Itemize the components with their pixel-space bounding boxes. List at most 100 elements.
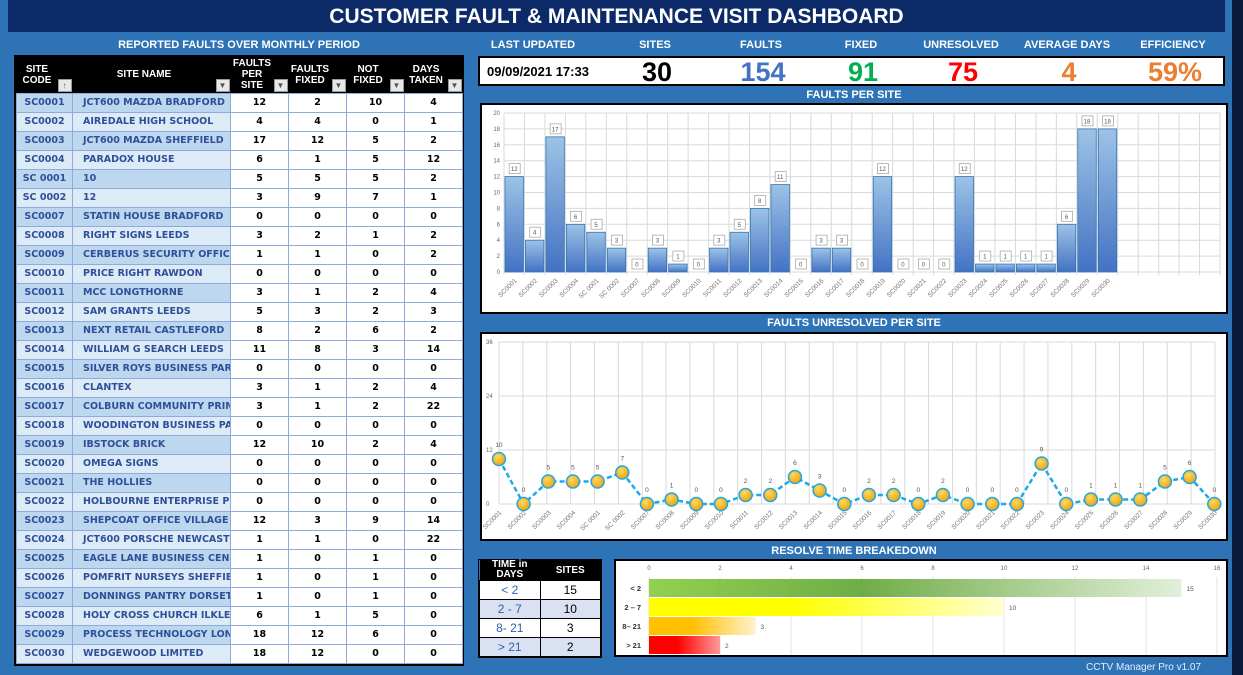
bar[interactable]	[1036, 263, 1056, 273]
bar[interactable]	[649, 617, 756, 635]
data-point[interactable]	[837, 496, 852, 512]
data-point[interactable]	[935, 487, 951, 503]
data-point[interactable]	[985, 496, 1000, 512]
not-fixed[interactable]: 1	[346, 548, 405, 569]
site-name[interactable]: NEXT RETAIL CASTLEFORD	[72, 320, 231, 341]
site-name[interactable]: AIREDALE HIGH SCHOOL	[72, 111, 231, 132]
table-row[interactable]: SC0011 MCC LONGTHORNE 3 1 2 4	[16, 282, 463, 303]
not-fixed[interactable]: 2	[346, 377, 405, 398]
column-header-3[interactable]: FAULTS FIXED ▼	[288, 57, 347, 93]
table-row[interactable]: SC0004 PARADOX HOUSE 6 1 5 12	[16, 149, 463, 170]
faults-fixed[interactable]: 1	[288, 396, 347, 417]
table-row[interactable]: SC0028 HOLY CROSS CHURCH ILKLE 6 1 5 0	[16, 605, 463, 626]
data-point[interactable]	[541, 474, 556, 489]
table-row[interactable]: SC 0002 12 3 9 7 1	[16, 187, 463, 208]
faults-per-site[interactable]: 1	[230, 529, 289, 550]
faults-fixed[interactable]: 1	[288, 149, 347, 170]
not-fixed[interactable]: 1	[346, 225, 405, 246]
faults-fixed[interactable]: 0	[288, 567, 347, 588]
days-taken[interactable]: 12	[404, 149, 463, 170]
days-taken[interactable]: 0	[404, 263, 463, 284]
site-code[interactable]: SC0003	[16, 130, 73, 151]
data-point[interactable]	[911, 496, 926, 512]
not-fixed[interactable]: 0	[346, 206, 405, 227]
site-code[interactable]: SC0025	[16, 548, 73, 569]
faults-per-site[interactable]: 3	[230, 225, 289, 246]
bar[interactable]	[606, 247, 627, 273]
not-fixed[interactable]: 5	[346, 149, 405, 170]
days-taken[interactable]: 0	[404, 605, 463, 626]
site-name[interactable]: DONNINGS PANTRY DORSET	[72, 586, 231, 607]
table-row[interactable]: SC0023 SHEPCOAT OFFICE VILLAGE 12 3 9 14	[16, 510, 463, 531]
site-name[interactable]: 12	[72, 187, 231, 208]
data-point[interactable]	[787, 469, 803, 485]
data-point[interactable]	[1059, 496, 1074, 512]
bar[interactable]	[709, 247, 729, 273]
filter-dropdown-icon[interactable]: ↑	[57, 78, 72, 92]
site-name[interactable]: JCT600 MAZDA SHEFFIELD	[72, 130, 231, 151]
bar[interactable]	[995, 263, 1015, 273]
column-header-4[interactable]: NOT FIXED ▼	[346, 57, 405, 93]
bar[interactable]	[649, 579, 1182, 597]
bar[interactable]	[750, 208, 770, 273]
table-row[interactable]: SC0018 WOODINGTON BUSINESS PA 0 0 0 0	[16, 415, 463, 436]
data-point[interactable]	[615, 465, 630, 480]
faults-fixed[interactable]: 9	[288, 187, 347, 208]
table-row[interactable]: SC0014 WILLIAM G SEARCH LEEDS 11 8 3 14	[16, 339, 463, 360]
bar[interactable]	[565, 223, 586, 273]
not-fixed[interactable]: 0	[346, 263, 405, 284]
table-row[interactable]: SC0003 JCT600 MAZDA SHEFFIELD 17 12 5 2	[16, 130, 463, 151]
table-row[interactable]: SC0016 CLANTEX 3 1 2 4	[16, 377, 463, 398]
site-code[interactable]: SC 0001	[16, 168, 73, 189]
table-row[interactable]: SC0010 PRICE RIGHT RAWDON 0 0 0 0	[16, 263, 463, 284]
days-taken[interactable]: 2	[404, 244, 463, 265]
table-row[interactable]: SC0030 WEDGEWOOD LIMITED 18 12 0 0	[16, 643, 463, 664]
filter-dropdown-icon[interactable]: ▼	[389, 78, 404, 92]
faults-per-site[interactable]: 1	[230, 244, 289, 265]
faults-fixed[interactable]: 2	[288, 225, 347, 246]
not-fixed[interactable]: 7	[346, 187, 405, 208]
site-code[interactable]: SC0018	[16, 415, 73, 436]
site-name[interactable]: THE HOLLIES	[72, 472, 231, 493]
site-code[interactable]: SC0009	[16, 244, 73, 265]
site-code[interactable]: SC0016	[16, 377, 73, 398]
days-taken[interactable]: 4	[404, 92, 463, 113]
site-name[interactable]: WILLIAM G SEARCH LEEDS	[72, 339, 231, 360]
site-code[interactable]: SC0011	[16, 282, 73, 303]
faults-fixed[interactable]: 12	[288, 130, 347, 151]
faults-fixed[interactable]: 0	[288, 491, 347, 512]
days-taken[interactable]: 2	[404, 168, 463, 189]
days-taken[interactable]: 1	[404, 187, 463, 208]
site-code[interactable]: SC0028	[16, 605, 73, 626]
table-row[interactable]: SC0015 SILVER ROYS BUSINESS PAR 0 0 0 0	[16, 358, 463, 379]
bar[interactable]	[831, 247, 852, 273]
not-fixed[interactable]: 0	[346, 643, 405, 664]
table-row[interactable]: SC0017 COLBURN COMMUNITY PRIM 3 1 2 22	[16, 396, 463, 417]
site-name[interactable]: MCC LONGTHORNE	[72, 282, 231, 303]
table-row[interactable]: SC0026 POMFRIT NURSEYS SHEFFIE 1 0 1 0	[16, 567, 463, 588]
bar[interactable]	[586, 231, 606, 273]
table-row[interactable]: SC 0001 10 5 5 5 2	[16, 168, 463, 189]
days-taken[interactable]: 0	[404, 624, 463, 645]
bar[interactable]	[811, 247, 831, 273]
data-point[interactable]	[639, 496, 655, 512]
table-row[interactable]: SC0002 AIREDALE HIGH SCHOOL 4 4 0 1	[16, 111, 463, 132]
table-row[interactable]: SC0007 STATIN HOUSE BRADFORD 0 0 0 0	[16, 206, 463, 227]
not-fixed[interactable]: 1	[346, 567, 405, 588]
site-name[interactable]: RIGHT SIGNS LEEDS	[72, 225, 231, 246]
site-code[interactable]: SC0014	[16, 339, 73, 360]
days-taken[interactable]: 2	[404, 225, 463, 246]
table-row[interactable]: SC0013 NEXT RETAIL CASTLEFORD 8 2 6 2	[16, 320, 463, 341]
site-code[interactable]: SC0027	[16, 586, 73, 607]
site-code[interactable]: SC0017	[16, 396, 73, 417]
site-code[interactable]: SC0021	[16, 472, 73, 493]
bar[interactable]	[770, 184, 790, 273]
site-code[interactable]: SC0012	[16, 301, 73, 322]
days-taken[interactable]: 4	[404, 282, 463, 303]
faults-fixed[interactable]: 1	[288, 244, 347, 265]
bar[interactable]	[647, 247, 668, 273]
faults-per-site[interactable]: 11	[230, 339, 289, 360]
faults-per-site[interactable]: 4	[230, 111, 289, 132]
table-row[interactable]: SC0009 CERBERUS SECURITY OFFIC 1 1 0 2	[16, 244, 463, 265]
faults-per-site[interactable]: 3	[230, 187, 289, 208]
